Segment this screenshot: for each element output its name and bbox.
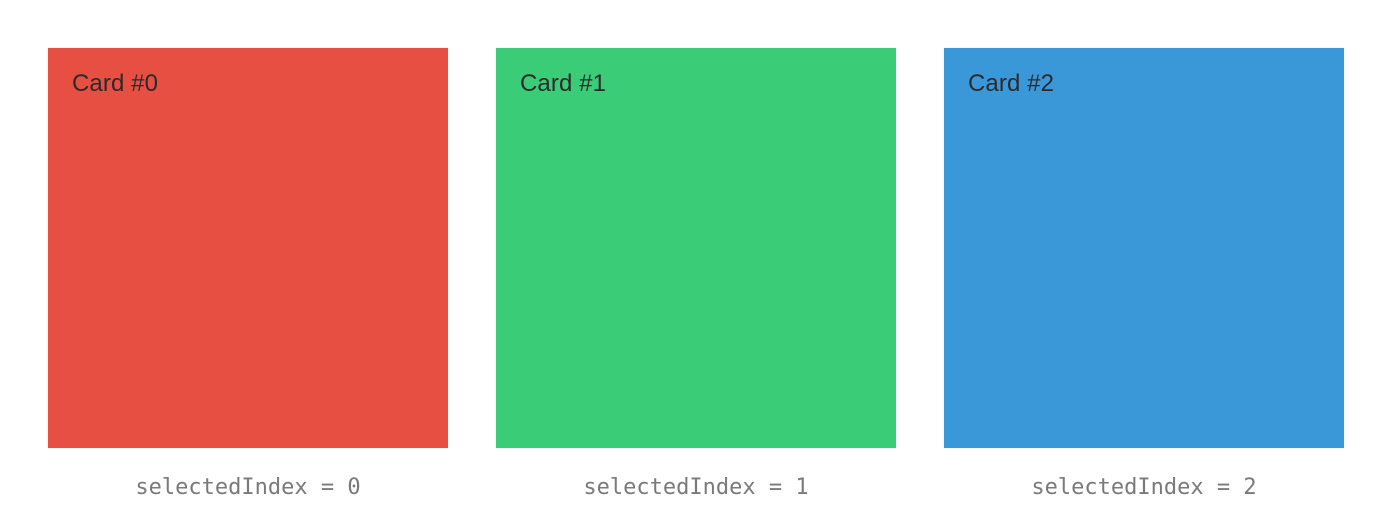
selected-index-label: selectedIndex = 2: [1031, 475, 1257, 500]
card-column-1: Card #1 selectedIndex = 1: [496, 48, 896, 501]
card-1[interactable]: Card #1: [496, 48, 896, 448]
card-2[interactable]: Card #2: [944, 48, 1344, 448]
cards-row: Card #0 selectedIndex = 0 Card #1 select…: [48, 48, 1344, 501]
card-0[interactable]: Card #0: [48, 48, 448, 448]
card-title: Card #2: [968, 70, 1055, 97]
card-title: Card #0: [72, 70, 159, 97]
card-column-2: Card #2 selectedIndex = 2: [944, 48, 1344, 501]
selected-index-label: selectedIndex = 1: [583, 475, 809, 500]
selected-index-label: selectedIndex = 0: [135, 475, 361, 500]
card-column-0: Card #0 selectedIndex = 0: [48, 48, 448, 501]
card-title: Card #1: [520, 70, 607, 97]
